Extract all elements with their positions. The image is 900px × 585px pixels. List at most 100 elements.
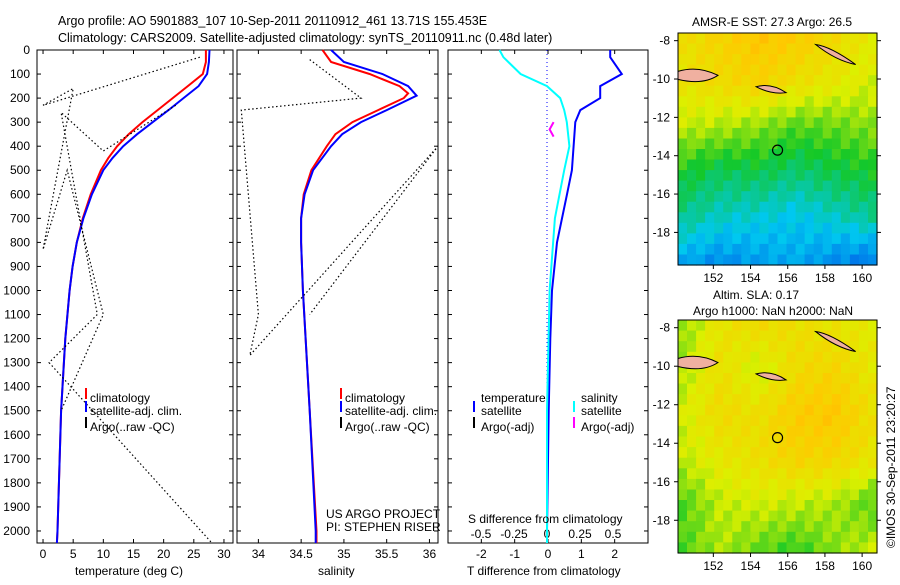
map-cell (714, 233, 724, 245)
map-cell (849, 457, 860, 469)
map-cell (858, 510, 869, 522)
map-cell (795, 510, 806, 522)
map-cell (759, 468, 769, 480)
map-cell (696, 138, 706, 150)
map-cell (804, 362, 815, 374)
map-cell (723, 159, 733, 171)
map-cell (705, 117, 715, 129)
map-cell (705, 159, 715, 171)
map-cell (813, 170, 824, 182)
diff-legend-t-argo: Argo(-adj) (481, 420, 534, 434)
map-cell (741, 201, 751, 213)
map-cell (696, 254, 706, 266)
map-cell (714, 478, 724, 491)
tdiff-xlabel: T difference from climatology (467, 564, 621, 578)
map-cell (786, 362, 797, 374)
map-cell (786, 542, 797, 554)
map-cell (768, 170, 779, 182)
map-cell (750, 542, 760, 554)
map-cell (705, 243, 715, 255)
map-cell (858, 222, 869, 234)
map-cell (813, 138, 824, 150)
map-cell (795, 362, 806, 374)
map-cell (868, 436, 878, 448)
map-cell (822, 222, 833, 234)
map-cell (840, 362, 851, 374)
map-cell (868, 180, 878, 192)
map-cell (849, 521, 860, 533)
map-cell (732, 33, 742, 45)
map-cell (858, 415, 869, 427)
map-cell (822, 85, 833, 97)
map-cell (705, 415, 715, 427)
map-cell (678, 447, 688, 459)
map-cell (696, 425, 706, 438)
map-cell (714, 531, 724, 543)
map-cell (868, 447, 878, 459)
map-cell (705, 127, 715, 139)
map-cell (768, 341, 779, 353)
map-cell (696, 521, 706, 533)
map-cell (768, 447, 779, 459)
map-cell (705, 43, 715, 55)
map-cell (723, 478, 733, 491)
map-cell (822, 180, 833, 192)
map-cell (741, 362, 751, 374)
map-cell (868, 43, 878, 55)
map-cell (759, 415, 769, 427)
map-cell (705, 404, 715, 416)
map-cell (696, 233, 706, 245)
map-cell (858, 500, 869, 512)
map-cell (723, 233, 733, 245)
lat-tick-label: -10 (653, 359, 671, 373)
map-cell (849, 180, 860, 192)
map-cell (741, 96, 751, 108)
map-cell (840, 117, 851, 129)
map-cell (813, 457, 824, 469)
map-cell (849, 531, 860, 543)
map-cell (795, 447, 806, 459)
map-cell (858, 127, 869, 139)
map-cell (831, 233, 842, 245)
y-tick-label: 200 (10, 91, 30, 105)
x-tick-label: 25 (187, 547, 201, 561)
map-cell (687, 373, 697, 385)
map-cell (786, 351, 797, 363)
legend-swatch (573, 401, 575, 412)
map-cell (732, 106, 742, 118)
map-cell (858, 531, 869, 543)
map-cell (678, 341, 688, 353)
map-cell (759, 43, 769, 55)
map-cell (678, 33, 688, 45)
map-cell (777, 362, 788, 374)
map-cell (705, 201, 715, 213)
map-cell (840, 201, 851, 213)
map-cell (777, 510, 788, 522)
map-cell (696, 447, 706, 459)
map-cell (795, 394, 806, 406)
map-cell (687, 330, 697, 342)
map-cell (732, 170, 742, 182)
map-cell (868, 212, 878, 224)
map-cell (768, 457, 779, 469)
s-tick-label: 0.25 (568, 527, 592, 541)
map-cell (696, 478, 706, 491)
map-cell (849, 75, 860, 87)
map-cell (723, 362, 733, 374)
map-cell (696, 33, 706, 45)
map-cell (777, 33, 788, 45)
map-cell (858, 478, 869, 491)
map-cell (813, 341, 824, 353)
map-cell (732, 117, 742, 129)
map-cell (768, 394, 779, 406)
map-cell (678, 159, 688, 171)
map-cell (804, 222, 815, 234)
map-cell (822, 233, 833, 245)
map-cell (804, 127, 815, 139)
map-cell (868, 510, 878, 522)
map-cell (813, 33, 824, 45)
map-cell (678, 149, 688, 161)
map-cell (714, 75, 724, 87)
map-cell (741, 383, 751, 395)
sst-map-title: AMSR-E SST: 27.3 Argo: 26.5 (692, 15, 852, 29)
